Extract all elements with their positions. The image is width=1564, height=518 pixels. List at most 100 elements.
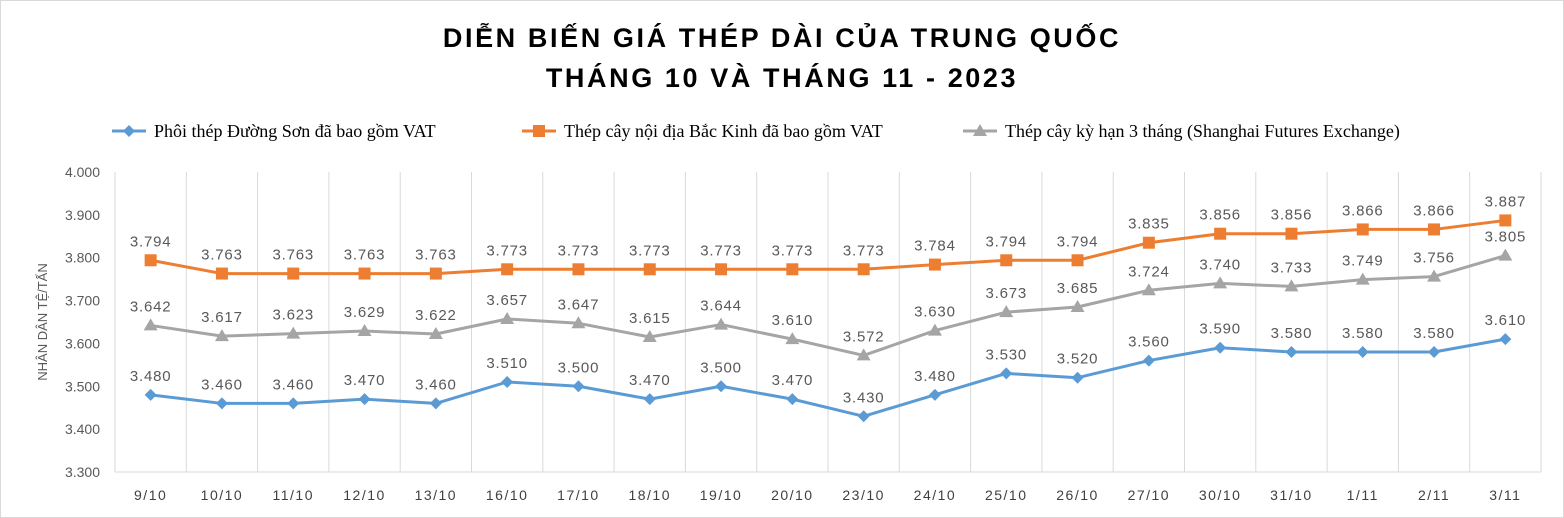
legend-item: Thép cây kỳ hạn 3 tháng (Shanghai Future…: [963, 121, 1400, 142]
data-label: 3.773: [843, 242, 885, 259]
data-label: 3.756: [1413, 250, 1455, 267]
data-point-diamond: [857, 410, 870, 423]
data-point-diamond: [1285, 346, 1298, 358]
data-point-triangle: [1498, 248, 1513, 261]
data-point-triangle: [286, 326, 301, 339]
data-point-diamond: [429, 397, 442, 410]
y-tick-label: 4.000: [65, 164, 100, 180]
x-tick-label: 12/10: [343, 487, 386, 503]
data-label: 3.657: [486, 292, 528, 309]
data-point-square: [1499, 214, 1512, 227]
data-label: 3.590: [1199, 321, 1241, 338]
data-point-diamond: [572, 380, 585, 393]
data-label: 3.805: [1485, 229, 1527, 246]
data-point-triangle: [428, 327, 443, 339]
legend-label: Thép cây kỳ hạn 3 tháng (Shanghai Future…: [1005, 121, 1400, 142]
data-label: 3.763: [344, 247, 386, 264]
data-point-square: [215, 267, 228, 280]
grid: [114, 172, 1542, 473]
y-tick-label: 3.400: [65, 421, 100, 437]
data-point-triangle: [785, 332, 800, 345]
y-tick-label: 3.800: [65, 250, 100, 266]
legend-item: Thép cây nội địa Bắc Kinh đã bao gồm VAT: [522, 121, 883, 141]
data-label: 3.629: [344, 304, 386, 321]
x-tick-label: 18/10: [628, 487, 671, 503]
data-point-triangle: [1284, 279, 1299, 292]
legend-label: Phôi thép Đường Sơn đã bao gồm VAT: [154, 121, 436, 141]
data-label: 3.580: [1413, 325, 1455, 342]
data-label: 3.610: [772, 312, 814, 329]
series-layer: [143, 214, 1513, 423]
data-point-diamond: [1000, 367, 1013, 380]
data-label: 3.763: [272, 247, 314, 264]
data-point-square: [1214, 227, 1227, 240]
data-label: 3.480: [914, 368, 956, 385]
data-label: 3.480: [130, 368, 172, 385]
data-point-square: [1356, 223, 1369, 236]
data-point-diamond: [501, 376, 514, 388]
data-point-triangle: [1070, 300, 1085, 312]
data-label: 3.773: [772, 242, 814, 259]
data-point-square: [358, 267, 371, 280]
x-tick-label: 23/10: [842, 487, 885, 503]
data-point-square: [1071, 254, 1084, 267]
data-point-square: [429, 267, 442, 280]
data-point-diamond: [1499, 333, 1512, 346]
data-label: 3.500: [558, 359, 600, 376]
data-point-diamond: [1142, 354, 1155, 367]
data-label: 3.773: [629, 242, 671, 259]
data-label: 3.887: [1485, 193, 1527, 210]
data-point-square: [857, 263, 870, 276]
legend: Phôi thép Đường Sơn đã bao gồm VAT Thép c…: [112, 121, 1400, 142]
data-point-diamond: [928, 388, 941, 401]
x-tick-label: 24/10: [914, 487, 957, 503]
data-point-diamond: [1356, 346, 1369, 358]
series-square: [144, 214, 1512, 280]
data-label: 3.866: [1413, 202, 1455, 219]
data-point-triangle: [500, 312, 515, 324]
data-label: 3.560: [1128, 334, 1170, 351]
chart-title-line-2: THÁNG 10 VÀ THÁNG 11 - 2023: [546, 62, 1018, 93]
series-triangle: [143, 248, 1513, 361]
x-tick-label: 10/10: [201, 487, 244, 503]
data-label: 3.724: [1128, 263, 1170, 280]
data-point-diamond: [144, 388, 157, 401]
data-label: 3.773: [486, 242, 528, 259]
data-point-square: [501, 263, 514, 276]
data-point-square: [533, 125, 545, 137]
data-point-square: [715, 263, 728, 276]
data-label: 3.647: [558, 296, 600, 313]
data-point-triangle: [999, 305, 1014, 318]
x-tick-label: 2/11: [1418, 487, 1450, 503]
data-label: 3.470: [629, 372, 671, 389]
chart-title-line-1: DIỄN BIẾN GIÁ THÉP DÀI CỦA TRUNG QUỐC: [443, 21, 1121, 53]
data-label: 3.794: [985, 233, 1027, 250]
data-label: 3.460: [201, 376, 243, 393]
data-label: 3.773: [558, 242, 600, 259]
data-label: 3.615: [629, 310, 671, 327]
data-point-square: [643, 263, 656, 276]
data-point-diamond: [215, 397, 228, 410]
data-point-triangle: [856, 348, 871, 361]
data-label: 3.430: [843, 389, 885, 406]
data-label: 3.580: [1342, 325, 1384, 342]
data-point-diamond: [1071, 371, 1084, 384]
data-label: 3.644: [700, 298, 742, 315]
x-tick-label: 26/10: [1056, 487, 1099, 503]
y-tick-label: 3.700: [65, 293, 100, 309]
x-tick-label: 16/10: [486, 487, 529, 503]
x-tick-label: 19/10: [700, 487, 743, 503]
y-tick-label: 3.300: [65, 464, 100, 480]
data-label: 3.773: [700, 242, 742, 259]
data-point-triangle: [1427, 269, 1442, 282]
data-point-diamond: [287, 397, 300, 410]
data-label: 3.460: [272, 376, 314, 393]
x-tick-label: 31/10: [1270, 487, 1313, 503]
data-point-triangle: [1355, 272, 1370, 285]
data-point-triangle: [642, 330, 657, 342]
data-label: 3.673: [985, 285, 1027, 302]
data-label: 3.733: [1271, 259, 1313, 276]
data-label: 3.617: [201, 309, 243, 326]
